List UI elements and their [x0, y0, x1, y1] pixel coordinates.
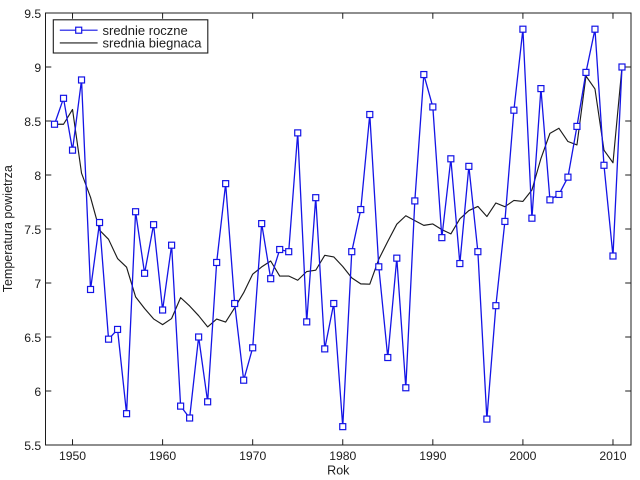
svg-text:7: 7 [34, 277, 41, 291]
svg-text:9.5: 9.5 [24, 7, 41, 21]
svg-text:8: 8 [34, 169, 41, 183]
svg-text:srednia biegnaca: srednia biegnaca [103, 35, 203, 50]
svg-text:1970: 1970 [239, 449, 266, 463]
svg-text:5.5: 5.5 [24, 439, 41, 453]
svg-text:7.5: 7.5 [24, 223, 41, 237]
svg-text:Rok: Rok [327, 464, 350, 478]
svg-text:Temperatura powietrza: Temperatura powietrza [1, 165, 15, 292]
svg-text:6: 6 [34, 385, 41, 399]
svg-text:1990: 1990 [419, 449, 446, 463]
svg-text:8.5: 8.5 [24, 115, 41, 129]
svg-text:1960: 1960 [149, 449, 176, 463]
svg-text:1980: 1980 [329, 449, 356, 463]
svg-text:2010: 2010 [599, 449, 626, 463]
svg-text:srednie roczne: srednie roczne [103, 23, 188, 38]
svg-text:1950: 1950 [59, 449, 86, 463]
svg-text:6.5: 6.5 [24, 331, 41, 345]
svg-text:2000: 2000 [509, 449, 536, 463]
svg-text:9: 9 [34, 61, 41, 75]
